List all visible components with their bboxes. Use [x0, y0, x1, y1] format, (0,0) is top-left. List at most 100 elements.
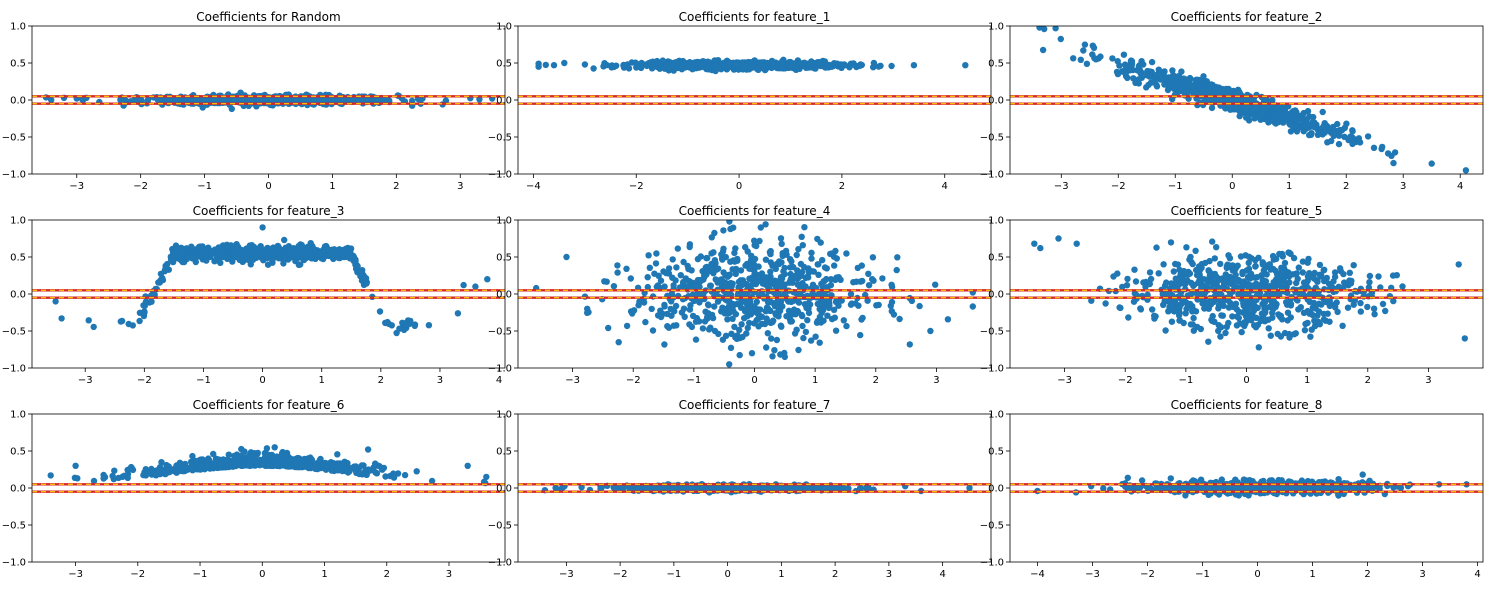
scatter-point	[794, 281, 801, 288]
x-tick-label: 2	[1365, 375, 1371, 386]
scatter-point	[833, 60, 840, 68]
scatter-point	[712, 276, 719, 283]
scatter-point	[808, 255, 815, 262]
scatter-points	[1031, 235, 1469, 351]
scatter-point	[672, 302, 680, 310]
scatter-point	[1140, 279, 1147, 286]
scatter-point	[678, 309, 686, 316]
scatter-point	[657, 307, 664, 314]
scatter-point	[1364, 133, 1372, 140]
scatter-point	[148, 298, 155, 305]
scatter-point	[274, 248, 281, 255]
scatter-point	[779, 252, 786, 260]
scatter-point	[322, 249, 329, 257]
scatter-point	[1261, 279, 1269, 286]
scatter-point	[1241, 298, 1248, 305]
x-tick-label: 4	[1457, 181, 1463, 192]
scatter-point	[1070, 55, 1077, 62]
scatter-point	[1309, 304, 1317, 311]
subplot-3: Coefficients for feature_2−1.0−0.50.00.5…	[980, 10, 1484, 192]
x-tick-label: −2	[626, 375, 641, 386]
scatter-point	[1155, 270, 1162, 277]
scatter-point	[1080, 47, 1087, 54]
scatter-point	[798, 268, 806, 276]
scatter-point	[1037, 244, 1044, 252]
scatter-point	[367, 467, 374, 474]
scatter-point	[1320, 316, 1328, 323]
scatter-point	[156, 464, 164, 471]
scatter-point	[1243, 267, 1250, 274]
x-tick-label: −3	[69, 181, 84, 192]
scatter-point	[1294, 116, 1301, 124]
subplot-title: Coefficients for feature_3	[193, 204, 345, 218]
scatter-point	[715, 265, 722, 272]
scatter-point	[263, 252, 270, 259]
y-tick-label: −1.0	[980, 364, 1004, 375]
y-tick-label: 1.0	[10, 216, 26, 227]
scatter-point	[1187, 321, 1195, 328]
scatter-point	[228, 105, 235, 113]
scatter-point	[710, 249, 717, 256]
scatter-point	[748, 302, 756, 310]
scatter-point	[1294, 275, 1301, 282]
scatter-point	[1190, 314, 1197, 322]
scatter-point	[838, 297, 845, 304]
scatter-point	[642, 318, 649, 326]
scatter-point	[793, 326, 800, 333]
scatter-point	[1379, 300, 1387, 308]
scatter-point	[762, 256, 770, 263]
scatter-point	[550, 61, 558, 69]
subplot-title: Coefficients for feature_4	[679, 204, 831, 218]
y-tick-label: 0.5	[988, 253, 1004, 264]
scatter-point	[1328, 137, 1335, 145]
scatter-point	[795, 346, 802, 354]
scatter-point	[1292, 107, 1299, 114]
scatter-point	[769, 353, 776, 360]
scatter-point	[1183, 244, 1190, 251]
scatter-point	[668, 312, 675, 319]
scatter-point	[122, 97, 129, 104]
subplot-6: Coefficients for feature_5−1.0−0.50.00.5…	[980, 204, 1484, 386]
x-tick-label: 3	[1425, 375, 1431, 386]
scatter-point	[584, 309, 591, 316]
scatter-point	[399, 319, 406, 326]
scatter-point	[727, 258, 734, 265]
scatter-point	[1366, 279, 1373, 286]
scatter-point	[859, 277, 866, 285]
scatter-point	[1223, 323, 1231, 330]
y-tick-label: 0.5	[988, 59, 1004, 70]
scatter-point	[1234, 262, 1241, 269]
scatter-point	[210, 450, 217, 458]
scatter-point	[969, 303, 976, 310]
scatter-point	[667, 305, 674, 313]
scatter-point	[648, 305, 655, 313]
scatter-point	[1270, 279, 1277, 286]
scatter-point	[748, 309, 755, 317]
scatter-point	[1073, 240, 1080, 247]
scatter-point	[831, 314, 838, 321]
scatter-point	[1088, 297, 1095, 304]
scatter-point	[793, 251, 800, 259]
scatter-point	[665, 324, 673, 331]
scatter-point	[1223, 274, 1230, 281]
scatter-point	[646, 264, 653, 271]
scatter-point	[762, 61, 770, 69]
scatter-point	[1348, 277, 1355, 285]
scatter-point	[1238, 328, 1245, 336]
scatter-point	[800, 263, 808, 271]
scatter-point	[790, 306, 798, 313]
scatter-point	[692, 336, 700, 343]
scatter-point	[1245, 259, 1252, 267]
scatter-point	[1280, 110, 1287, 117]
scatter-point	[85, 317, 92, 324]
scatter-point	[1180, 88, 1188, 95]
scatter-point	[1304, 307, 1311, 315]
scatter-point	[1284, 317, 1291, 324]
scatter-point	[1290, 254, 1298, 262]
scatter-point	[788, 318, 795, 325]
scatter-point	[779, 303, 786, 310]
scatter-point	[1275, 110, 1282, 118]
scatter-point	[1297, 304, 1305, 311]
scatter-point	[159, 276, 167, 284]
scatter-point	[1242, 106, 1250, 114]
